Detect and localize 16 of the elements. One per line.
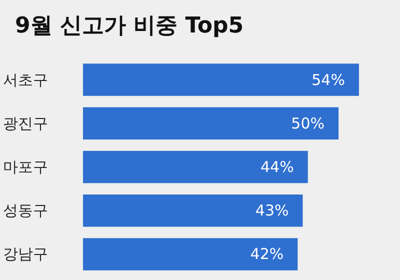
y-tick-label: 서초구 <box>3 70 48 89</box>
y-tick-label: 성동구 <box>3 202 48 220</box>
data-label: 42% <box>250 245 284 264</box>
y-tick-label: 강남구 <box>3 245 48 264</box>
data-label: 43% <box>255 202 289 220</box>
chart-title: 9월 신고가 비중 Top5 <box>15 14 244 38</box>
bar <box>83 194 303 227</box>
y-tick-label: 광진구 <box>3 114 48 132</box>
bar <box>83 107 339 140</box>
data-label: 54% <box>312 70 345 89</box>
data-label: 44% <box>260 158 294 176</box>
y-tick-label: 마포구 <box>3 158 48 176</box>
bar <box>83 238 298 270</box>
bar <box>83 64 359 96</box>
bar <box>83 150 308 184</box>
data-label: 50% <box>291 114 325 132</box>
